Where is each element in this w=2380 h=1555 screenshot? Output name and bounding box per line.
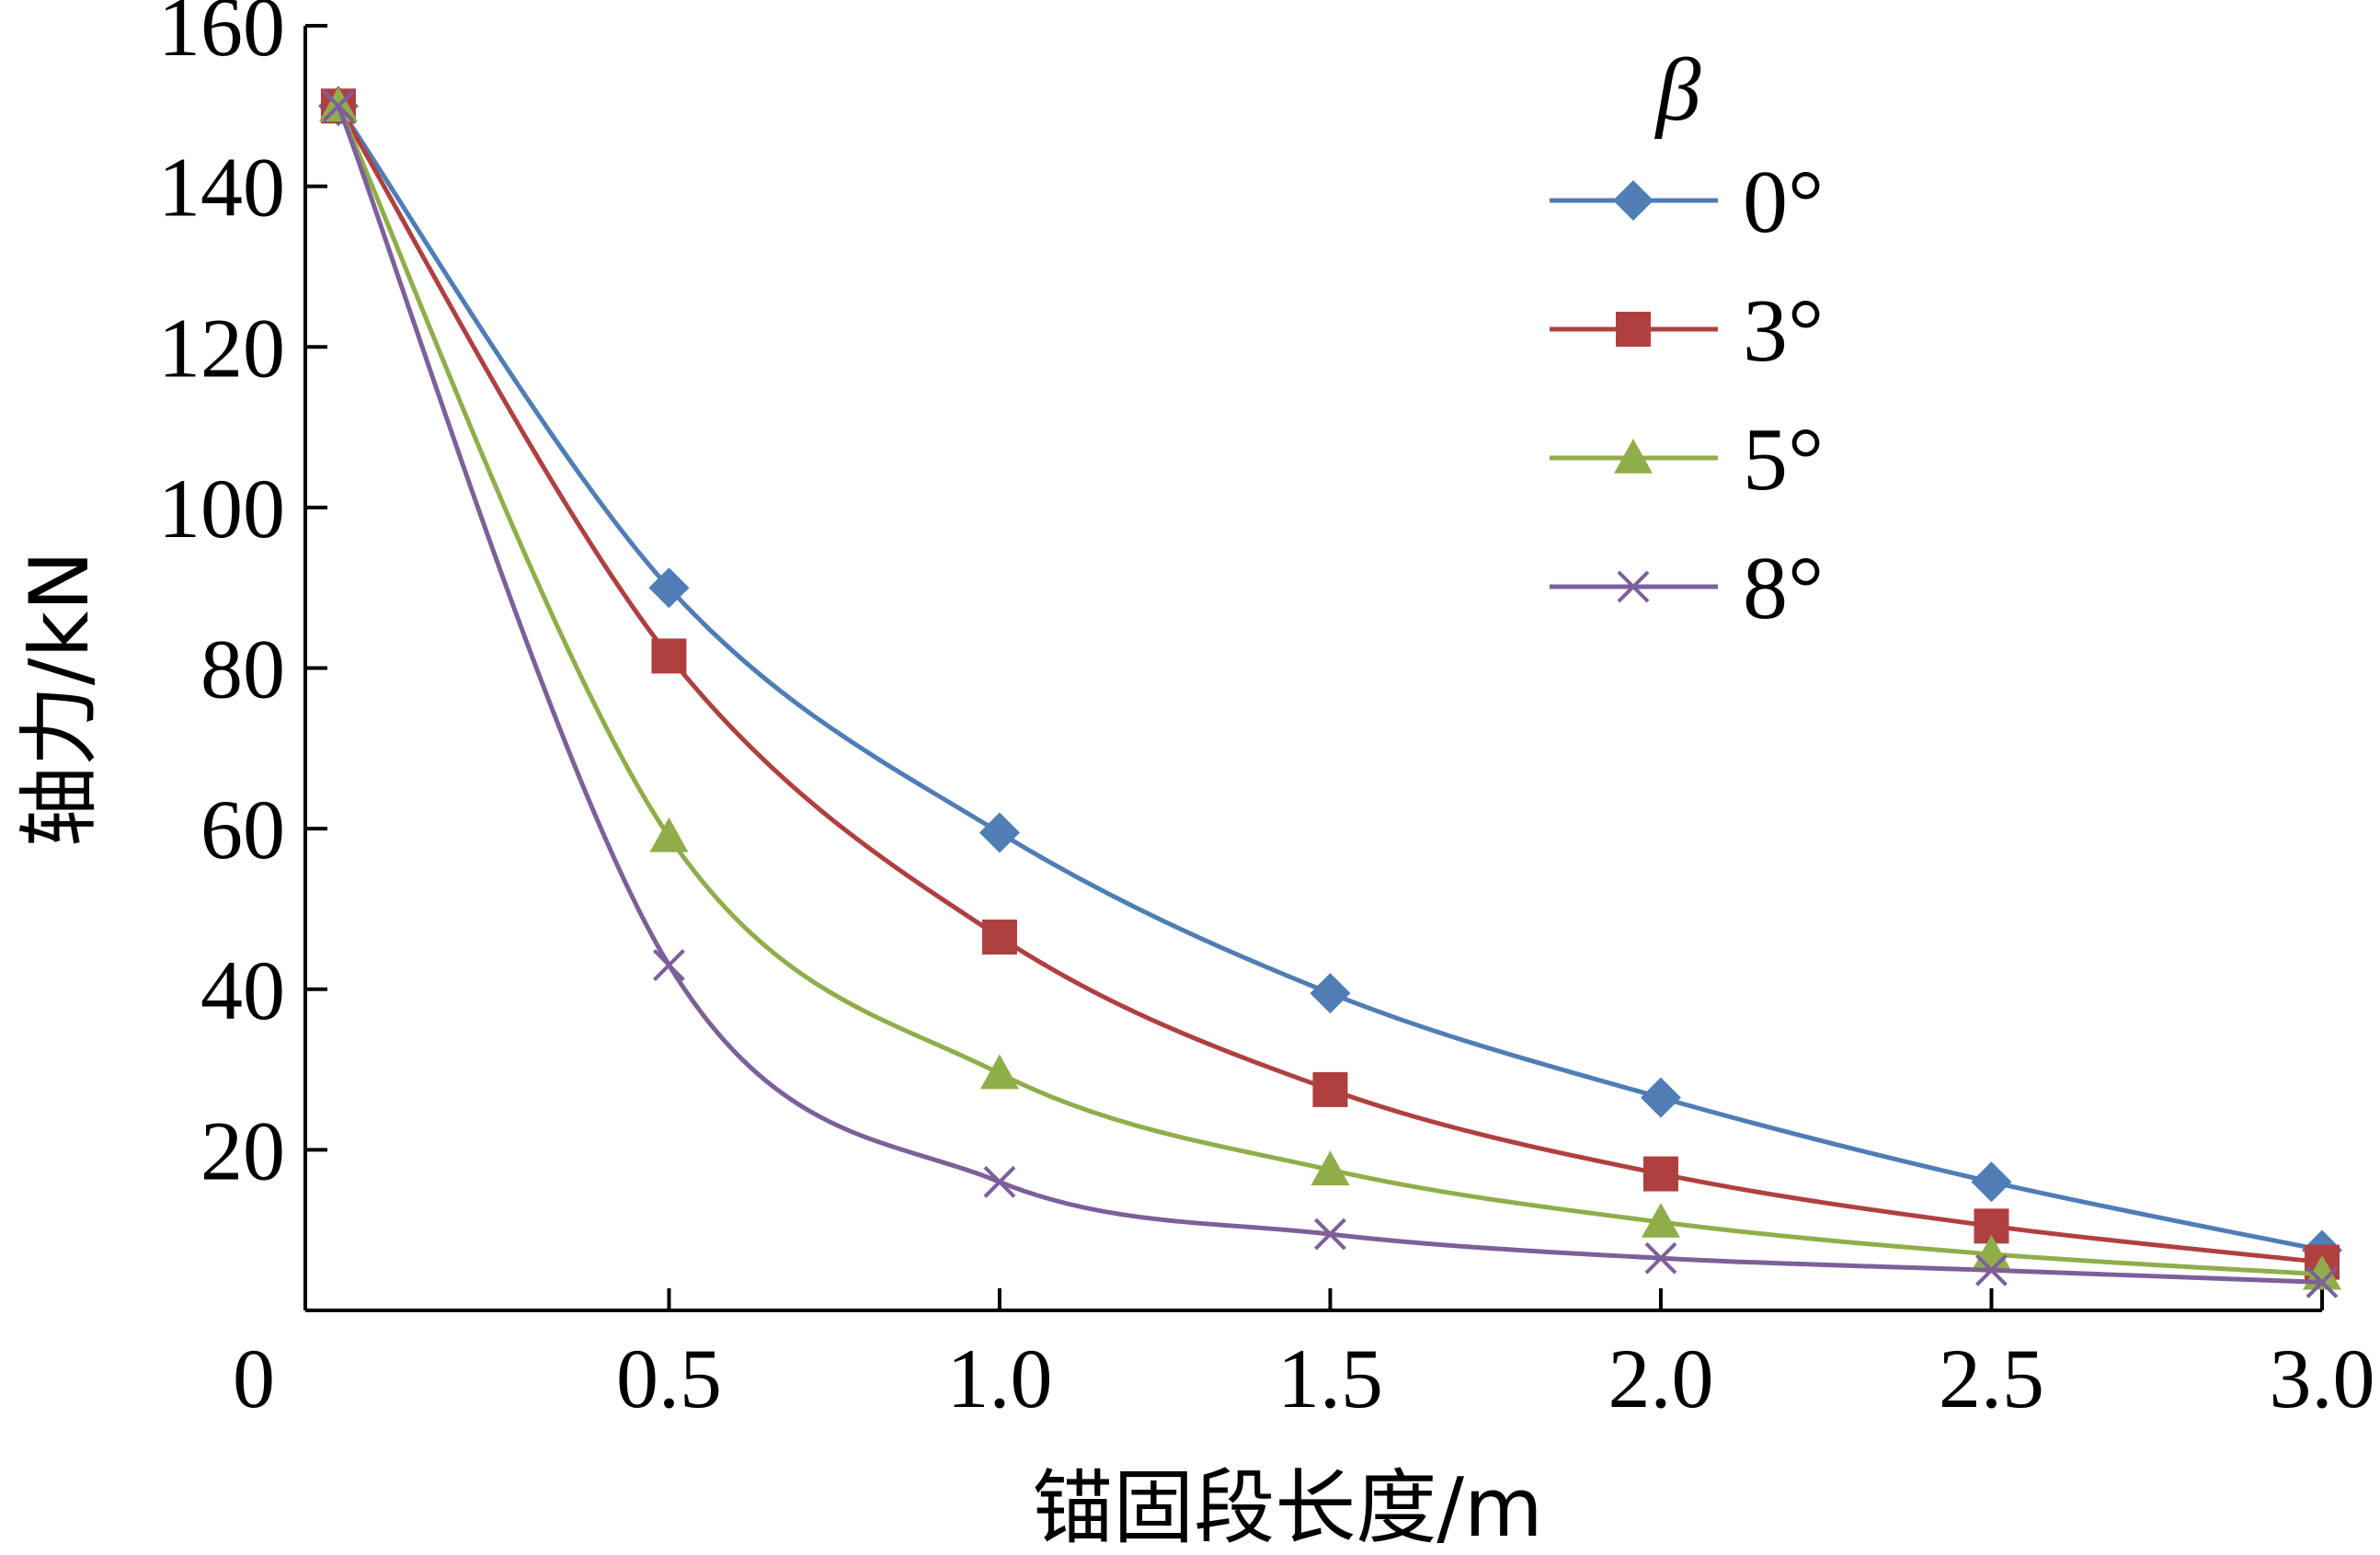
x-tick-label: 0.5 xyxy=(616,1332,722,1425)
y-tick-label: 140 xyxy=(158,141,285,234)
legend-marker-square xyxy=(1616,312,1651,347)
legend-marker-diamond xyxy=(1613,180,1653,221)
data-point-cross xyxy=(1314,1218,1346,1251)
data-point-triangle xyxy=(649,817,689,852)
y-tick-label: 40 xyxy=(200,943,285,1037)
x-axis-title: 锚固段长度/m xyxy=(1032,1460,1542,1555)
data-point-diamond xyxy=(1640,1077,1681,1118)
series-1 xyxy=(320,88,2340,1280)
data-point-square xyxy=(1642,1156,1678,1192)
x-tick-label: 2.5 xyxy=(1939,1332,2044,1425)
legend-label: 8° xyxy=(1743,539,1824,638)
series-line xyxy=(336,105,2323,1277)
legend-marker-triangle xyxy=(1614,439,1653,474)
y-tick-label: 80 xyxy=(200,623,285,716)
legend-title: β xyxy=(1654,40,1701,140)
series-2 xyxy=(318,86,2341,1290)
legend-item: 3° xyxy=(1550,281,1824,381)
x-tick-label: 3.0 xyxy=(2270,1332,2375,1425)
y-axis-title: 轴力/kN xyxy=(12,551,107,847)
data-point-diamond xyxy=(978,812,1020,853)
data-point-diamond xyxy=(648,567,690,609)
y-tick-label: 100 xyxy=(158,462,285,555)
x-tick-label: 1.0 xyxy=(946,1332,1052,1425)
x-tick-label: 1.5 xyxy=(1277,1332,1383,1425)
data-point-cross xyxy=(1975,1253,2008,1286)
data-point-triangle xyxy=(979,1054,1019,1090)
data-point-triangle xyxy=(1641,1202,1680,1238)
data-point-cross xyxy=(983,1165,1016,1198)
data-point-cross xyxy=(1644,1241,1677,1275)
data-point-triangle xyxy=(1310,1150,1350,1186)
data-point-square xyxy=(651,638,687,674)
legend-label: 0° xyxy=(1743,153,1824,252)
legend: β 0° 3° 5° 8° xyxy=(1550,40,1824,638)
y-tick-label: 60 xyxy=(200,783,285,876)
data-point-cross xyxy=(653,949,685,981)
data-point-square xyxy=(981,919,1017,955)
legend-label: 5° xyxy=(1743,410,1824,509)
legend-item: 5° xyxy=(1550,410,1824,509)
data-point-cross xyxy=(2306,1266,2339,1298)
y-tick-label: 20 xyxy=(200,1103,285,1197)
data-point-cross xyxy=(322,89,355,122)
axes xyxy=(303,26,2322,1312)
x-origin-label: 0 xyxy=(233,1332,275,1425)
series-3 xyxy=(322,89,2339,1298)
data-point-diamond xyxy=(1971,1161,2012,1203)
series-line xyxy=(336,105,2323,1285)
y-tick-label: 120 xyxy=(158,301,285,394)
series-group xyxy=(317,86,2342,1298)
legend-label: 3° xyxy=(1743,281,1824,381)
legend-item: 0° xyxy=(1550,153,1824,252)
data-point-diamond xyxy=(1310,973,1351,1014)
x-tick-label: 2.0 xyxy=(1608,1332,1713,1425)
legend-marker-cross xyxy=(1617,570,1650,603)
y-tick-label: 160 xyxy=(158,0,285,74)
data-point-square xyxy=(1312,1071,1348,1107)
tick-labels: 0.5 1.0 1.5 2.0 2.5 3.0 20 40 60 80 100 120 140 160 xyxy=(158,0,2375,1425)
ticks xyxy=(305,24,2324,1310)
legend-item: 8° xyxy=(1550,539,1824,638)
